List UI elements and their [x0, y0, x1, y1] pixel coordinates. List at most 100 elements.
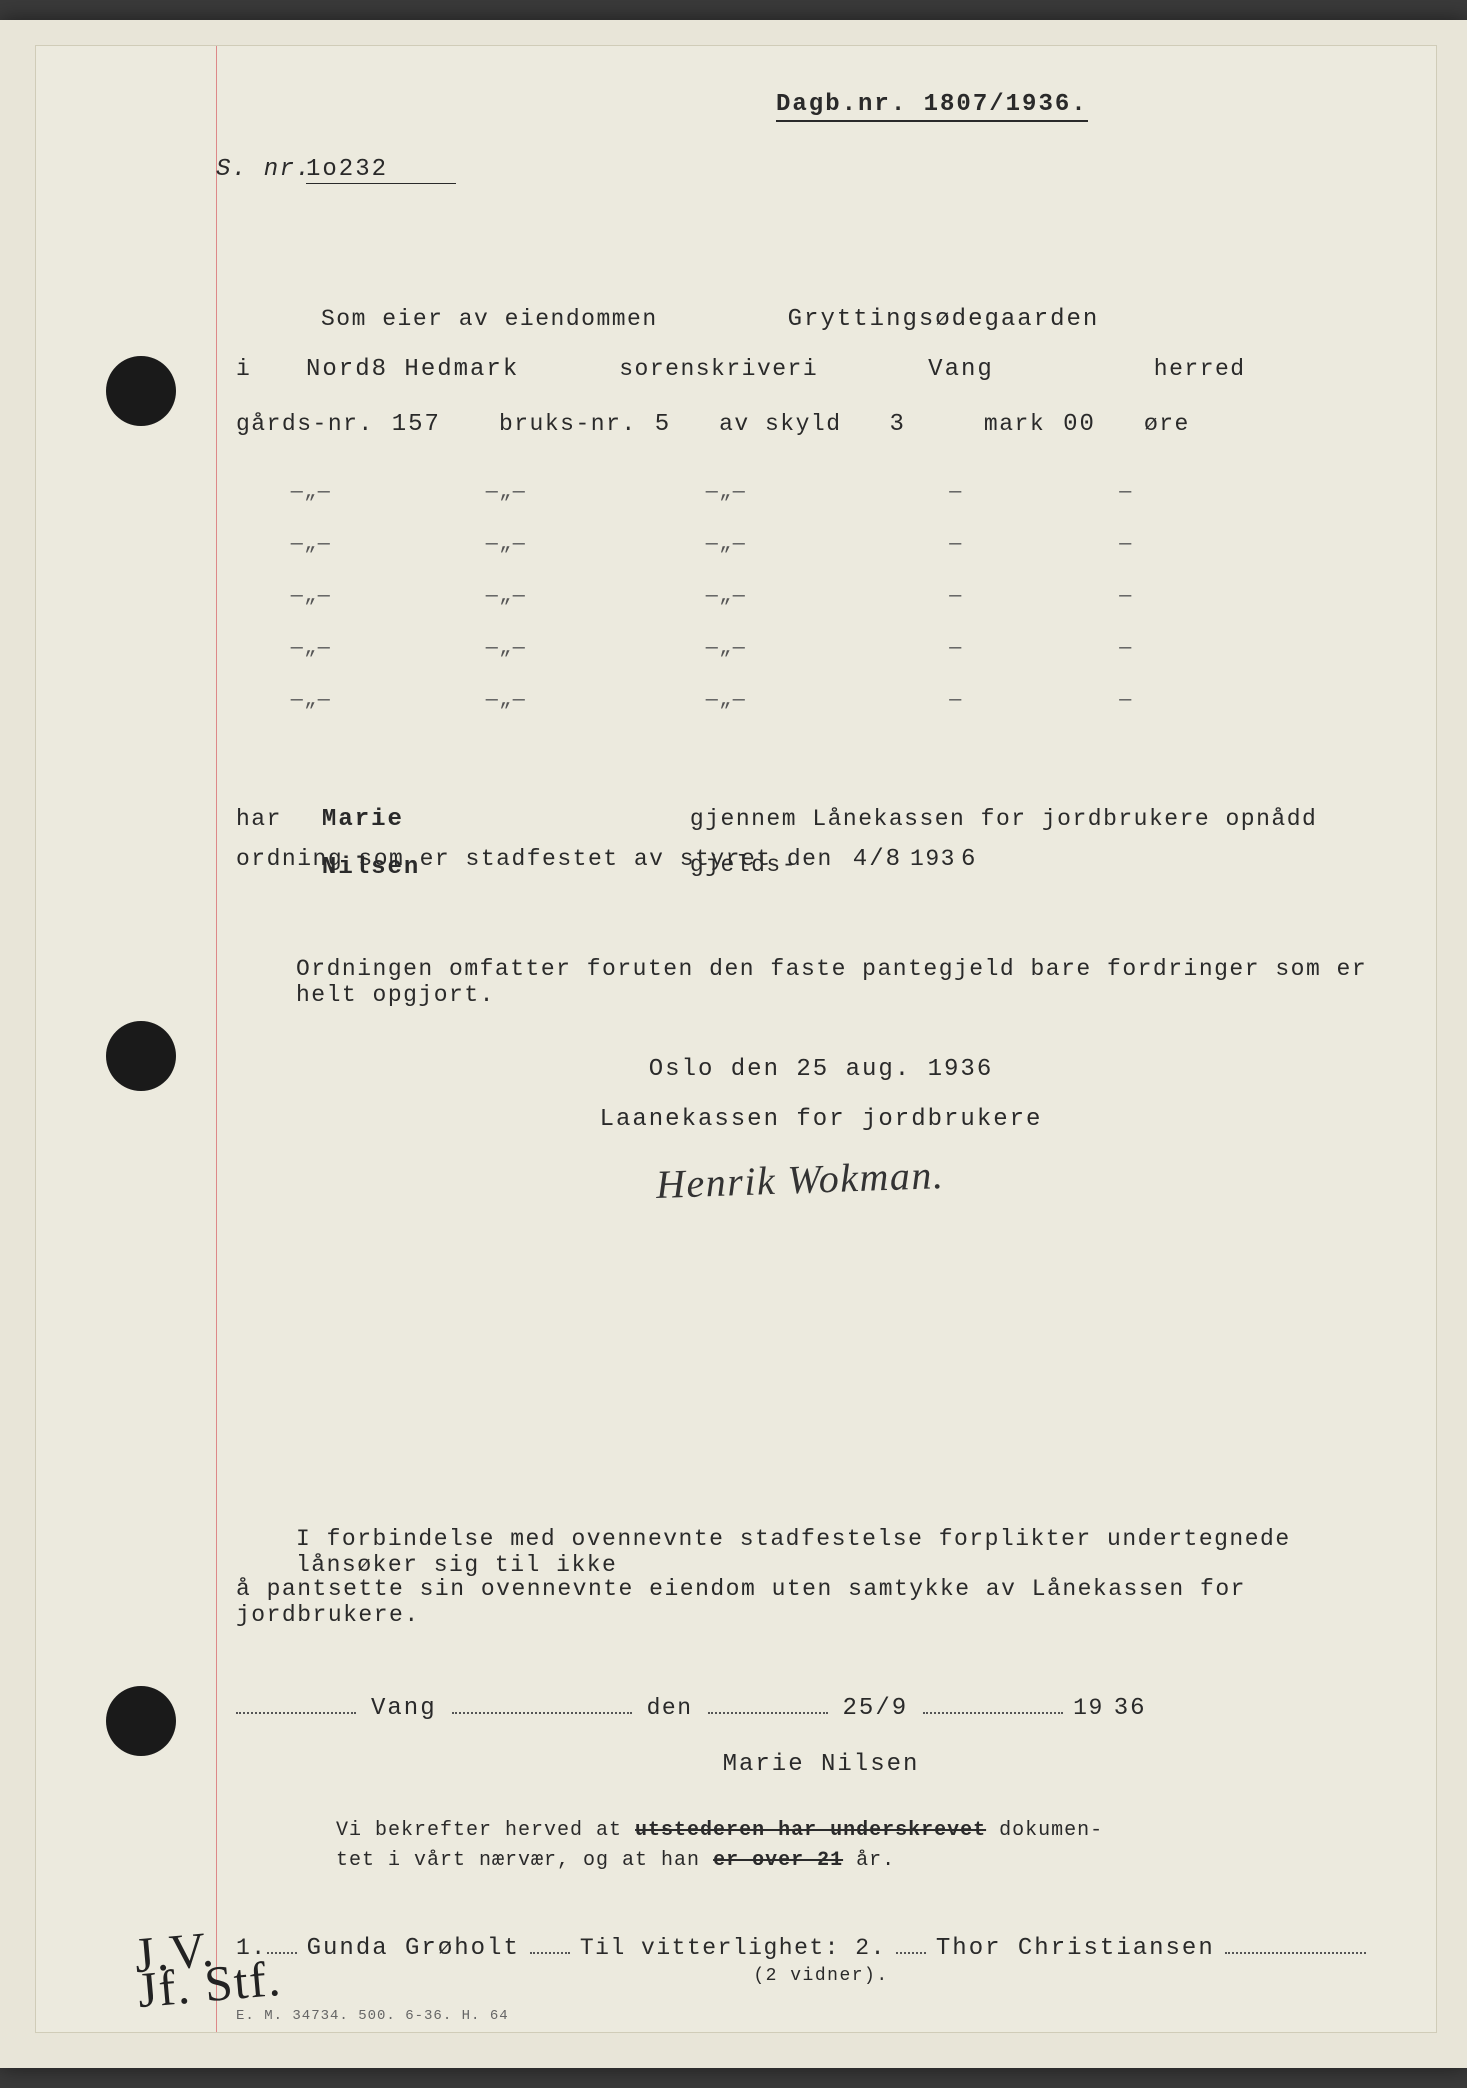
har-label: har	[236, 796, 282, 842]
mark-label: mark	[984, 411, 1045, 437]
ditto-mark: —„—	[236, 533, 386, 556]
pledge-line1: I forbindelse med ovennevnte stadfestels…	[236, 1526, 1406, 1578]
ditto-mark: —„—	[416, 689, 596, 712]
strikethrough: utstederen har underskrevet	[635, 1819, 986, 1842]
year-prefix: 193	[910, 846, 956, 872]
document-page: Dagb.nr. 1807/1936. S. nr. 1o232 Som eie…	[0, 20, 1467, 2068]
sign-place: Vang	[356, 1695, 452, 1722]
dotted-line	[236, 1686, 356, 1714]
sign-date: 25/9	[828, 1695, 924, 1722]
mark-value: 00	[1063, 411, 1096, 438]
body-text: å pantsette sin ovennevnte eiendom uten …	[236, 1576, 1406, 1628]
dash: —	[896, 637, 1016, 660]
signature-bottom: J.V. Jf. Stf.	[133, 1926, 283, 2008]
dotted-line	[923, 1686, 1063, 1714]
dash: —	[896, 481, 1016, 504]
in-label: i	[236, 356, 266, 382]
serial-number: 1o232	[306, 156, 456, 184]
dash: —	[896, 585, 1016, 608]
dash: —	[1076, 481, 1176, 504]
skyld-label: av skyld	[719, 411, 841, 437]
year-digit: 6	[961, 846, 977, 873]
ordning-line: Ordningen omfatter foruten den faste pan…	[236, 956, 1406, 1008]
ditto-row: —„— —„— —„— — —	[236, 622, 1406, 674]
body-text: Ordningen omfatter foruten den faste pan…	[296, 956, 1406, 1008]
herred-label: herred	[1154, 356, 1246, 382]
witness1-name: Gunda Grøholt	[297, 1935, 530, 1962]
sig-line: Jf. Stf.	[136, 1961, 282, 2008]
dash: —	[896, 689, 1016, 712]
dash: —	[1076, 689, 1176, 712]
body-text: I forbindelse med ovennevnte stadfestels…	[296, 1526, 1406, 1578]
signing-place-row: Vang den 25/9 19 36	[236, 1686, 1366, 1722]
den-label: den	[632, 1695, 708, 1721]
dash: —	[1076, 637, 1176, 660]
ditto-mark: —„—	[656, 585, 796, 608]
sign-year: 36	[1114, 1695, 1147, 1722]
ditto-mark: —„—	[416, 637, 596, 660]
ditto-table: —„— —„— —„— — — —„— —„— —„— — — —„— —„— …	[236, 466, 1406, 726]
ditto-mark: —„—	[656, 481, 796, 504]
document-content: Dagb.nr. 1807/1936. S. nr. 1o232 Som eie…	[236, 46, 1406, 2032]
location-row: i Nord8 Hedmark sorenskriveri Vang herre…	[236, 356, 1406, 383]
dash: —	[1076, 585, 1176, 608]
oslo-date: Oslo den 25 aug. 1936	[236, 1056, 1406, 1083]
century: 19	[1063, 1695, 1114, 1721]
property-intro-row: Som eier av eiendommen Gryttingsødegaard…	[236, 306, 1406, 333]
ditto-row: —„— —„— —„— — —	[236, 674, 1406, 726]
punch-hole	[106, 356, 176, 426]
dotted-line	[452, 1686, 632, 1714]
dash: —	[896, 533, 1016, 556]
ditto-mark: —„—	[236, 481, 386, 504]
laanekassen: Laanekassen for jordbrukere	[236, 1106, 1406, 1133]
signer-name: Marie Nilsen	[236, 1751, 1406, 1778]
ditto-row: —„— —„— —„— — —	[236, 518, 1406, 570]
strikethrough: er over 21	[713, 1849, 843, 1872]
ditto-mark: —„—	[656, 689, 796, 712]
witness2-name: Thor Christiansen	[926, 1935, 1225, 1962]
cadastre-row: gårds-nr. 157 bruks-nr. 5 av skyld 3 mar…	[236, 411, 1406, 438]
dash: —	[1076, 533, 1176, 556]
confirm-text: Vi bekrefter herved at	[336, 1819, 635, 1842]
serial-label: S. nr.	[216, 156, 311, 183]
dotted-line	[708, 1686, 828, 1714]
til-vitterlighet: Til vitterlighet: 2.	[570, 1935, 896, 1961]
dagb-value: 1807/1936.	[924, 91, 1088, 118]
dotted-line	[1225, 1926, 1366, 1954]
ore-label: øre	[1144, 411, 1190, 437]
dagb-label: Dagb.nr.	[776, 91, 907, 118]
ditto-mark: —„—	[416, 585, 596, 608]
date-ratified: 4/8	[853, 846, 902, 873]
gards-label: gårds-nr.	[236, 411, 374, 437]
ditto-row: —„— —„— —„— — —	[236, 466, 1406, 518]
ditto-mark: —„—	[416, 533, 596, 556]
body-text: ordning som er stadfestet av styret den	[236, 846, 833, 872]
gards-value: 157	[392, 411, 441, 438]
bruks-value: 5	[655, 411, 671, 438]
confirm-text: tet i vårt nærvær, og at han	[336, 1849, 713, 1872]
punch-hole	[106, 1021, 176, 1091]
sorenskriveri-label: sorenskriveri	[619, 356, 818, 382]
journal-number: Dagb.nr. 1807/1936.	[776, 91, 1088, 122]
ditto-mark: —„—	[416, 481, 596, 504]
owner-line: har Marie Nilsen gjennem Lånekassen for …	[236, 796, 1406, 892]
intro-label: Som eier av eiendommen	[321, 306, 658, 332]
ditto-mark: —„—	[656, 637, 796, 660]
confirm-text: år.	[843, 1849, 895, 1872]
dotted-line	[896, 1926, 926, 1954]
dotted-line	[530, 1926, 570, 1954]
ditto-mark: —„—	[236, 637, 386, 660]
signature-official: Henrik Wokman.	[655, 1151, 945, 1208]
bruks-label: bruks-nr.	[499, 411, 637, 437]
body-text: gjennem Lånekassen for jordbrukere opnåd…	[690, 796, 1406, 888]
district: Nord8 Hedmark	[306, 356, 519, 383]
ditto-mark: —„—	[656, 533, 796, 556]
owner-name: Marie Nilsen	[322, 796, 510, 892]
ditto-mark: —„—	[236, 585, 386, 608]
printer-mark: E. M. 34734. 500. 6-36. H. 64	[236, 2008, 509, 2024]
two-witnesses-label: (2 vidner).	[236, 1966, 1406, 1986]
confirmation-text: Vi bekrefter herved at utstederen har un…	[336, 1816, 1306, 1876]
ditto-mark: —„—	[236, 689, 386, 712]
paper-sheet: Dagb.nr. 1807/1936. S. nr. 1o232 Som eie…	[35, 45, 1437, 2033]
property-name: Gryttingsødegaarden	[788, 306, 1100, 333]
